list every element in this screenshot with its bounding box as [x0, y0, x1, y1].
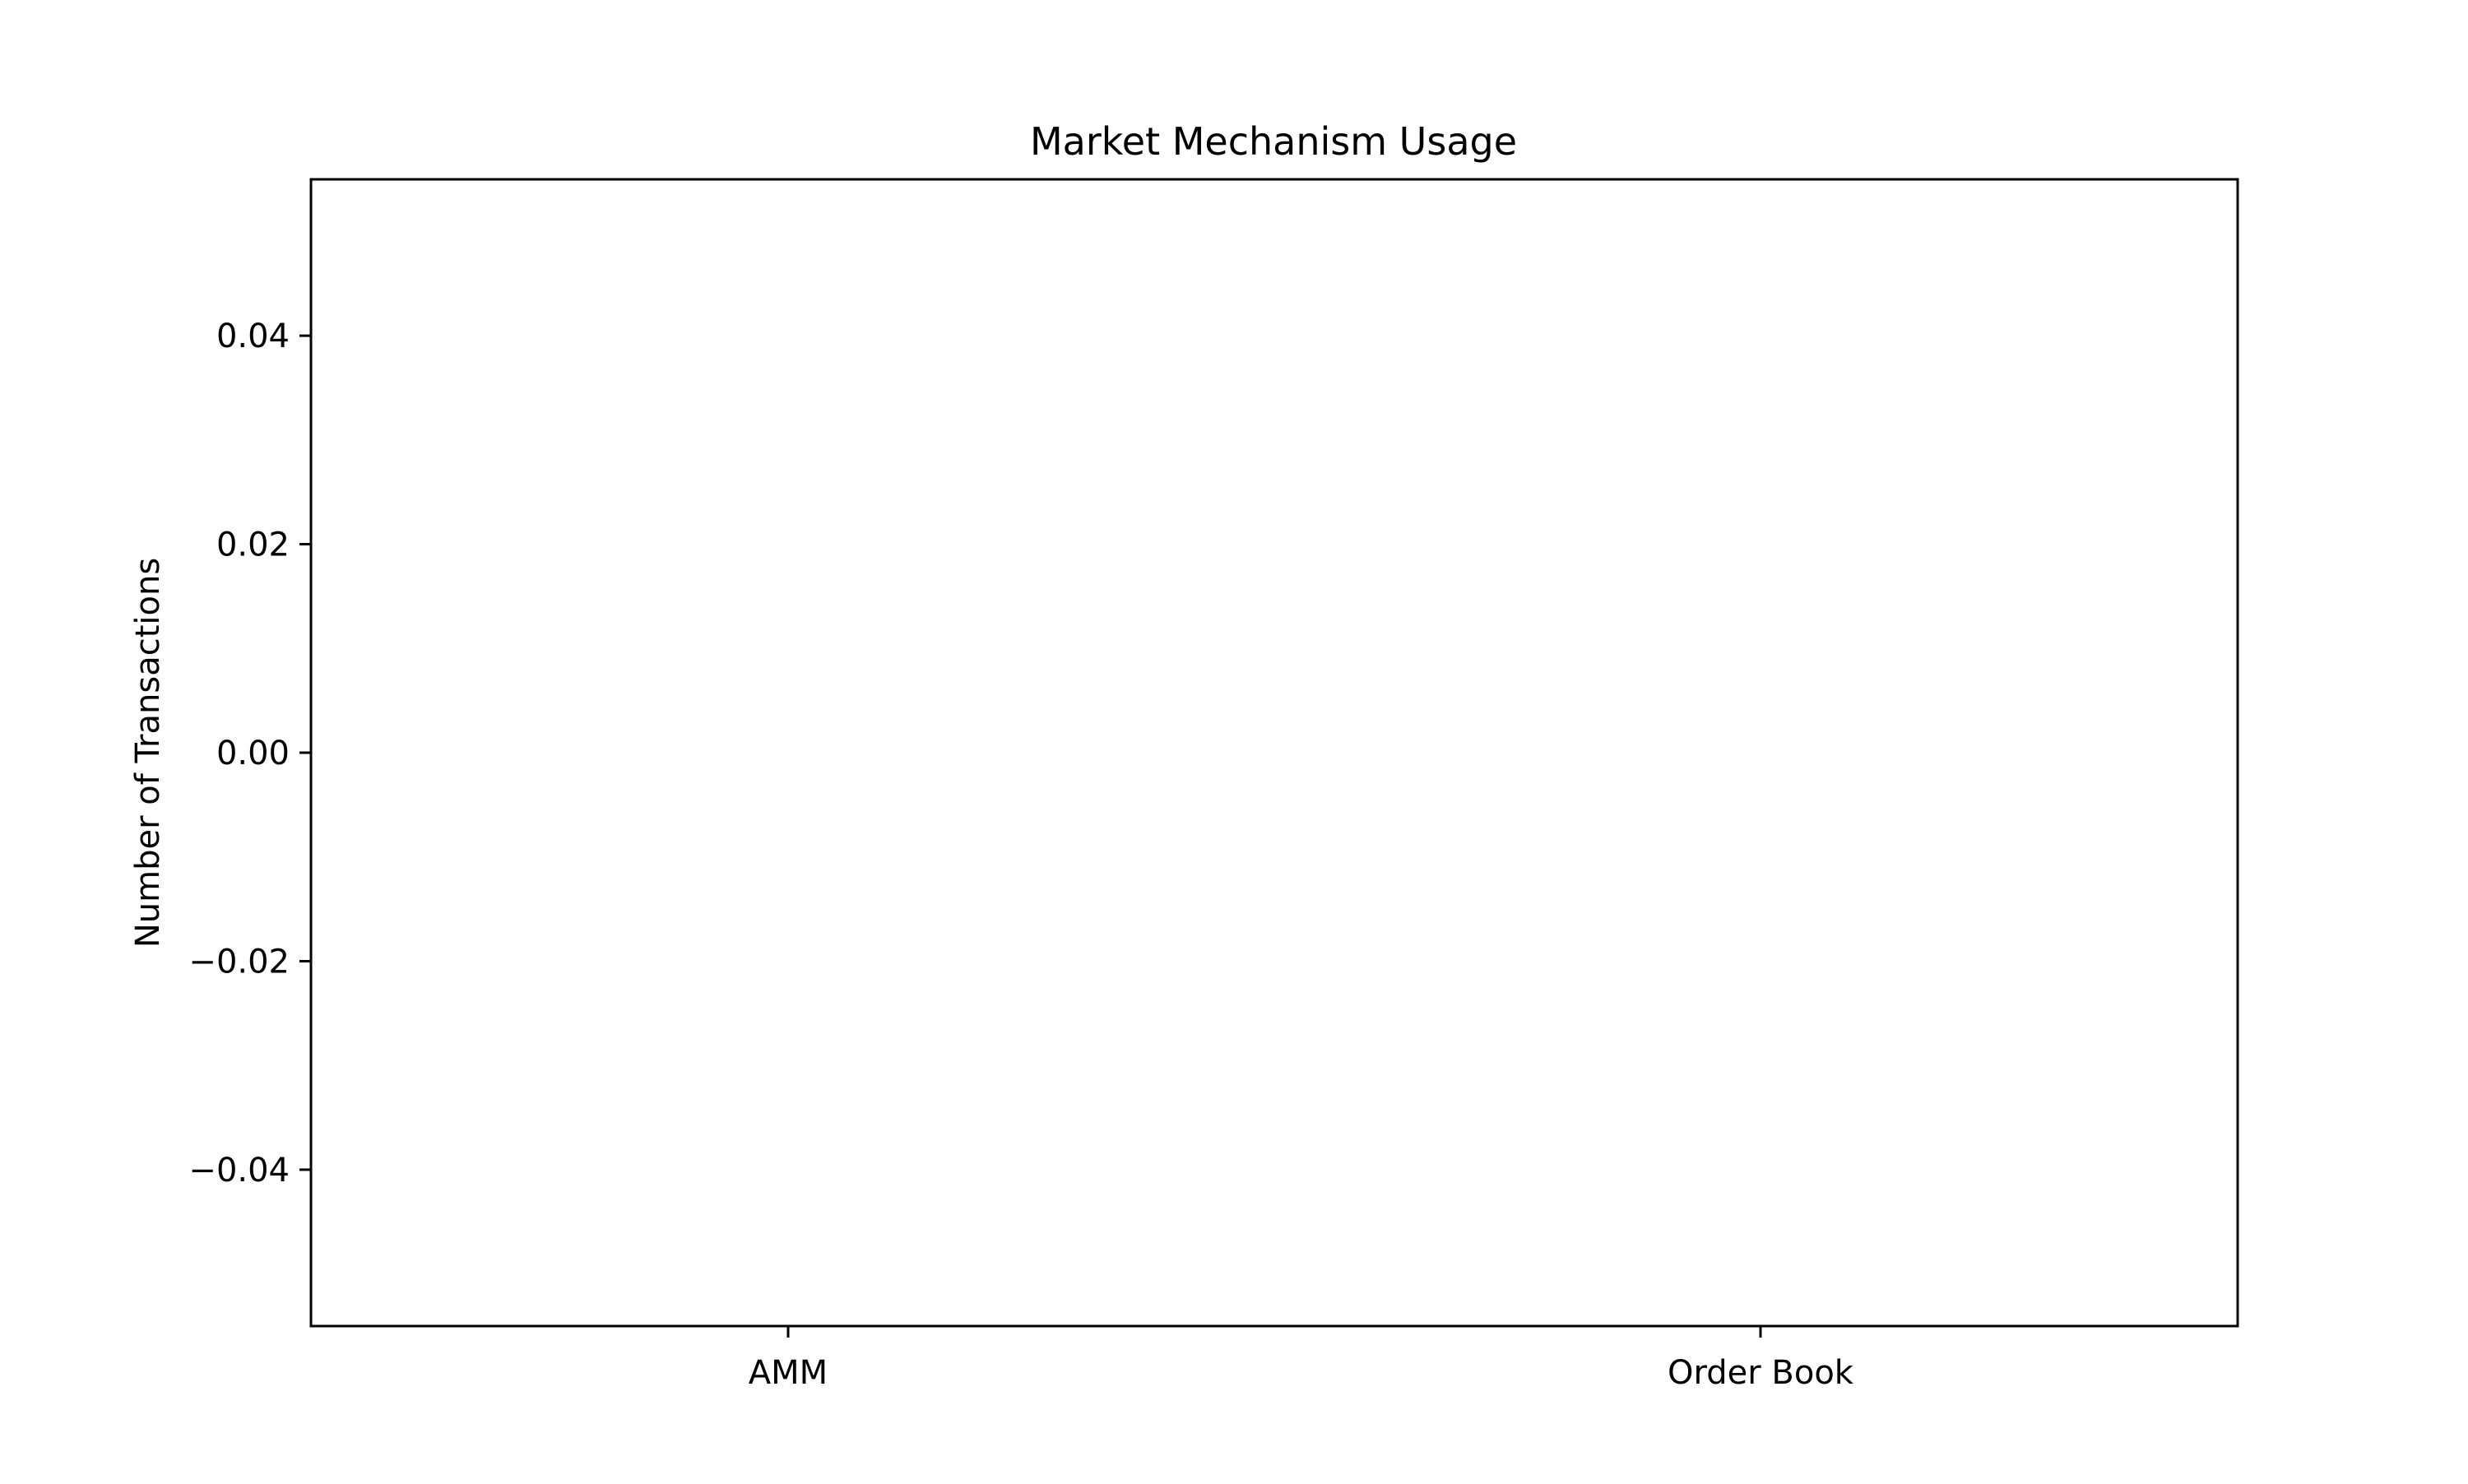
- x-axis-ticks: AMM Order Book: [749, 1326, 1854, 1392]
- plot-area-frame: [309, 178, 2239, 1328]
- y-axis-label: Number of Transactions: [129, 558, 167, 948]
- chart-title: Market Mechanism Usage: [1030, 119, 1517, 164]
- y-tick-label: −0.04: [188, 1152, 290, 1190]
- x-tick-label: Order Book: [1668, 1354, 1854, 1392]
- y-tick-label: −0.02: [188, 943, 290, 981]
- y-tick-label: 0.02: [216, 526, 290, 564]
- y-tick-label: 0.04: [216, 318, 290, 355]
- y-axis-ticks: 0.04 0.02 0.00 −0.02 −0.04: [188, 318, 311, 1190]
- x-tick-label: AMM: [749, 1354, 828, 1392]
- y-tick-label: 0.00: [216, 735, 290, 772]
